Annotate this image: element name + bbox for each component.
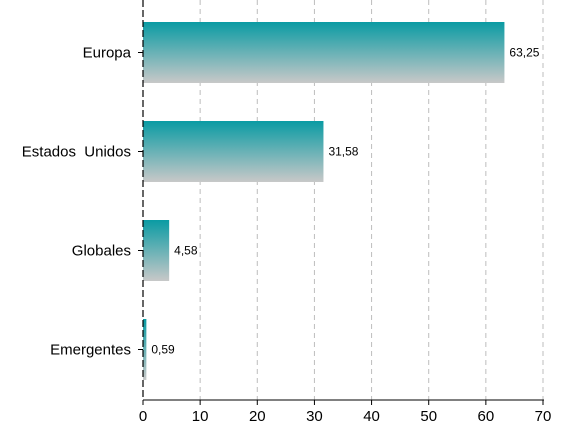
x-tick-label-50: 50 [420,408,437,425]
x-tick-label-0: 0 [139,408,147,425]
data-label-2: 4,58 [174,244,198,258]
x-tick-label-20: 20 [249,408,266,425]
category-label-3: Emergentes [50,342,131,359]
bar-3 [143,319,147,380]
axes [138,0,544,405]
category-label-1: Estados Unidos [22,144,131,161]
labels: 63,25 Europa 31,58 Estados Unidos 4,58 Global… [22,45,552,426]
data-label-0: 63,25 [509,46,539,60]
x-tick-label-40: 40 [363,408,380,425]
x-tick-label-60: 60 [478,408,495,425]
bars [143,22,505,380]
x-tick-label-30: 30 [306,408,323,425]
category-label-0: Europa [83,45,132,62]
bar-0 [143,22,505,83]
bar-1 [143,121,324,182]
x-tick-label-10: 10 [192,408,209,425]
category-label-2: Globales [72,243,131,260]
x-tick-label-70: 70 [535,408,552,425]
data-label-3: 0,59 [151,343,175,357]
data-label-1: 31,58 [328,145,358,159]
bar-2 [143,220,170,281]
